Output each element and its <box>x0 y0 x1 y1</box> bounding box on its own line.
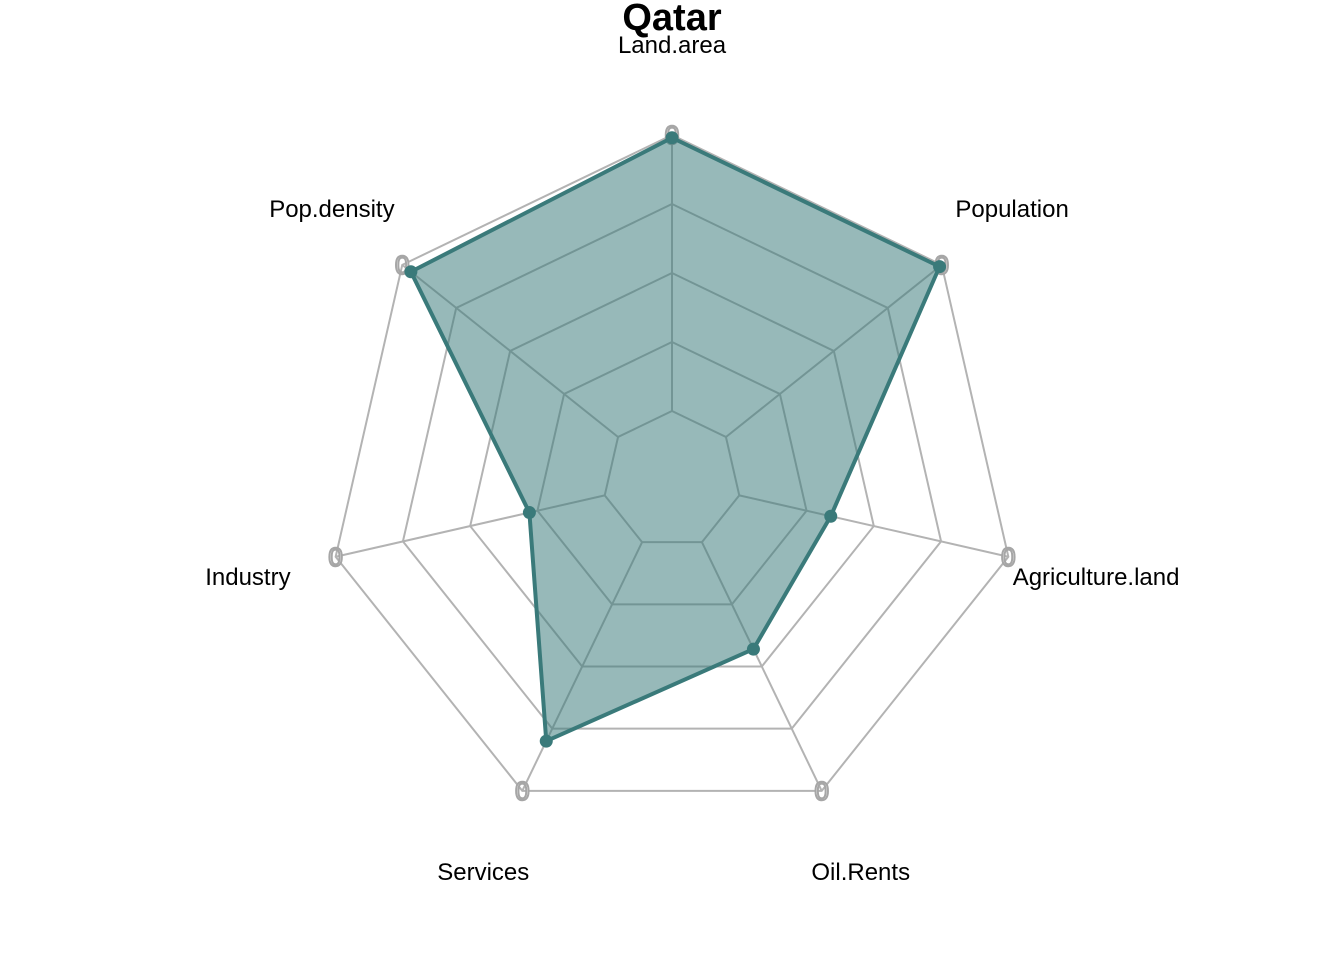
data-point <box>824 509 838 523</box>
tick-label: 0 <box>1001 542 1015 572</box>
data-point <box>746 642 760 656</box>
axis-label-services: Services <box>437 859 529 886</box>
series-area <box>408 135 942 744</box>
axis-labels: Land.area Population Agriculture.land Oil.R… <box>205 32 1179 886</box>
data-point <box>522 506 536 520</box>
grid-ring <box>334 133 1010 792</box>
data-point <box>404 265 418 279</box>
data-point <box>665 131 679 145</box>
tick-label: 0 <box>814 776 828 806</box>
tick-label: 0 <box>328 542 342 572</box>
chart-title: Qatar <box>622 0 721 39</box>
axis-label-industry: Industry <box>205 564 290 591</box>
axis-label-land-area: Land.area <box>618 32 727 59</box>
axis-label-population: Population <box>955 196 1068 223</box>
data-point <box>539 734 553 748</box>
data-point <box>933 260 947 274</box>
axis-label-agriculture-land: Agriculture.land <box>1013 564 1180 591</box>
axis-label-pop-density: Pop.density <box>269 196 394 223</box>
series-layer <box>404 131 947 748</box>
tick-label: 0 <box>515 776 529 806</box>
axis-label-oil-rents: Oil.Rents <box>811 859 910 886</box>
